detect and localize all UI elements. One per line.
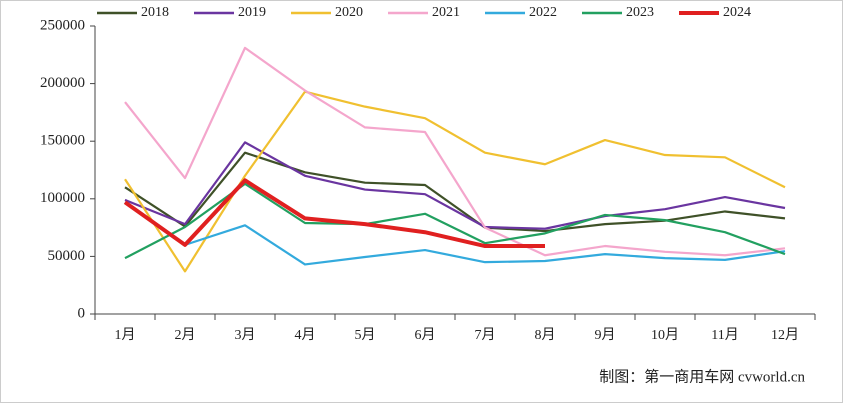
- x-tick-label: 9月: [595, 327, 616, 343]
- x-tick-label: 2月: [175, 327, 196, 343]
- y-tick-label: 50000: [48, 248, 86, 264]
- legend-label: 2019: [238, 5, 266, 20]
- legend-label: 2022: [529, 5, 557, 20]
- x-tick-label: 4月: [295, 327, 316, 343]
- series-line: [123, 178, 545, 249]
- legend-label: 2023: [626, 5, 654, 20]
- series-line: [124, 182, 786, 260]
- x-tick-label: 3月: [235, 327, 256, 343]
- x-tick-label: 12月: [771, 327, 799, 343]
- y-tick-label: 150000: [40, 133, 85, 149]
- x-tick-label: 8月: [535, 327, 556, 343]
- legend-label: 2024: [723, 5, 751, 20]
- y-tick-label: 100000: [40, 190, 85, 206]
- x-tick-label: 10月: [651, 327, 679, 343]
- y-tick-label: 0: [78, 305, 86, 321]
- y-tick-label: 200000: [40, 75, 85, 91]
- legend-label: 2018: [141, 5, 169, 20]
- y-tick-label: 250000: [40, 17, 85, 33]
- series-line: [124, 201, 786, 266]
- x-tick-label: 7月: [475, 327, 496, 343]
- legend-label: 2020: [335, 5, 363, 20]
- series-line: [124, 151, 786, 233]
- legend-label: 2021: [432, 5, 460, 20]
- x-tick-label: 5月: [355, 327, 376, 343]
- x-tick-label: 6月: [415, 327, 436, 343]
- series-line: [124, 141, 786, 230]
- x-tick-label: 11月: [711, 327, 738, 343]
- source: 制图：第一商用车网 cvworld.cn: [599, 367, 805, 385]
- x-tick-label: 1月: [115, 327, 136, 343]
- series-line: [124, 46, 786, 257]
